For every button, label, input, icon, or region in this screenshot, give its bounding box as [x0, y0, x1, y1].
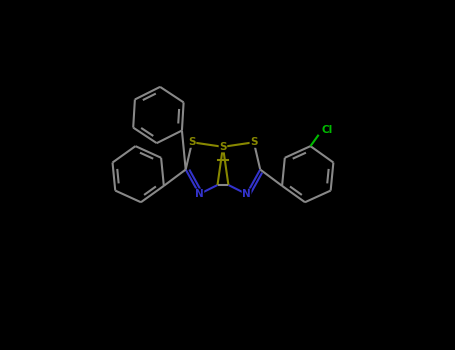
Text: S: S: [188, 137, 196, 147]
Text: Cl: Cl: [321, 125, 333, 135]
Text: S: S: [250, 137, 258, 147]
Text: N: N: [195, 189, 204, 199]
Text: S: S: [219, 142, 227, 152]
Text: N: N: [242, 189, 251, 199]
